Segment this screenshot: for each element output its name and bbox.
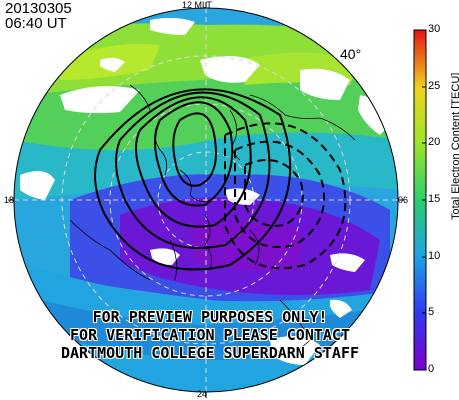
colorbar-tick-label: 0 <box>428 363 435 375</box>
date-label: 20130305 <box>5 0 72 17</box>
mlt-dusk-label: 18 <box>4 195 15 205</box>
tec-field <box>14 8 398 392</box>
mlt-noon-label: 12 MLT <box>182 0 212 10</box>
colorbar-tick-label: 5 <box>428 306 435 318</box>
colorbar-title: Total Electron Content [TECU] <box>450 72 459 220</box>
mlt-dawn-label: 06 <box>398 195 409 205</box>
watermark-line-2: FOR VERIFICATION PLEASE CONTACT <box>70 326 350 344</box>
colorbar-tick-label: 25 <box>428 80 441 92</box>
watermark-line-1: FOR PREVIEW PURPOSES ONLY! <box>92 308 328 326</box>
mlt-midnight-label: 24 <box>197 389 208 399</box>
colorbar-tick-label: 15 <box>428 193 441 205</box>
time-label: 06:40 UT <box>5 15 67 32</box>
watermark-line-3: DARTMOUTH COLLEGE SUPERDARN STAFF <box>60 344 359 362</box>
colorbar-tick-label: 20 <box>428 136 441 148</box>
mlt-ticks <box>8 2 404 398</box>
meridian-grid <box>14 8 398 392</box>
colorbar-tick-label: 30 <box>428 23 441 35</box>
latitude-label: 40° <box>340 46 362 62</box>
coastlines <box>69 84 356 354</box>
convection-contours-negative <box>224 122 347 270</box>
convection-contours <box>94 88 292 271</box>
colorbar-ticks <box>422 29 426 371</box>
colorbar-tick-label: 10 <box>428 250 441 262</box>
